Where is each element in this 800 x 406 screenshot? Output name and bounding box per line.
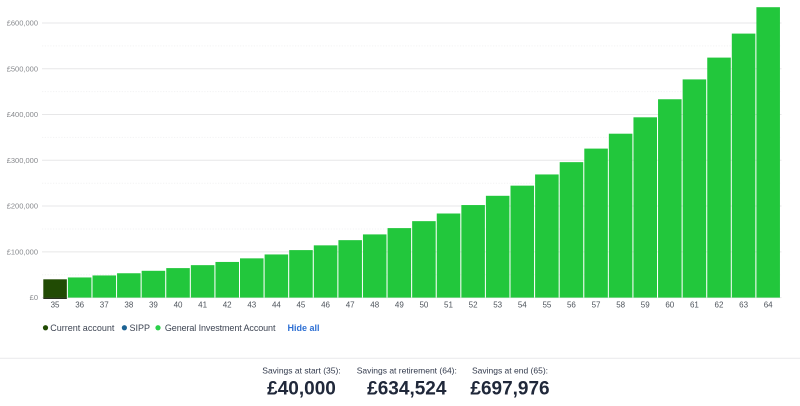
svg-text:45: 45 bbox=[296, 301, 305, 310]
svg-text:Savings at start (35):: Savings at start (35): bbox=[262, 365, 340, 375]
svg-text:£400,000: £400,000 bbox=[7, 110, 38, 119]
svg-text:Savings at end (65):: Savings at end (65): bbox=[472, 365, 548, 375]
svg-text:51: 51 bbox=[444, 301, 453, 310]
svg-text:52: 52 bbox=[469, 301, 478, 310]
svg-text:48: 48 bbox=[370, 301, 379, 310]
svg-text:38: 38 bbox=[124, 301, 133, 310]
svg-text:£300,000: £300,000 bbox=[7, 156, 38, 165]
svg-text:£0: £0 bbox=[30, 293, 38, 302]
svg-text:37: 37 bbox=[100, 301, 109, 310]
svg-text:54: 54 bbox=[518, 301, 527, 310]
svg-text:40: 40 bbox=[174, 301, 183, 310]
svg-text:General Investment Account: General Investment Account bbox=[165, 323, 276, 333]
svg-text:58: 58 bbox=[616, 301, 625, 310]
svg-text:36: 36 bbox=[75, 301, 84, 310]
svg-text:Savings at retirement (64):: Savings at retirement (64): bbox=[357, 365, 457, 375]
svg-text:62: 62 bbox=[715, 301, 724, 310]
svg-text:64: 64 bbox=[764, 301, 773, 310]
svg-text:55: 55 bbox=[542, 301, 551, 310]
svg-text:41: 41 bbox=[198, 301, 207, 310]
svg-text:44: 44 bbox=[272, 301, 281, 310]
svg-text:50: 50 bbox=[419, 301, 428, 310]
svg-text:£200,000: £200,000 bbox=[7, 202, 38, 211]
svg-text:60: 60 bbox=[665, 301, 674, 310]
svg-text:61: 61 bbox=[690, 301, 699, 310]
svg-text:£600,000: £600,000 bbox=[7, 19, 38, 28]
svg-text:59: 59 bbox=[641, 301, 650, 310]
svg-text:63: 63 bbox=[739, 301, 748, 310]
svg-text:47: 47 bbox=[346, 301, 355, 310]
svg-text:£500,000: £500,000 bbox=[7, 64, 38, 73]
svg-text:56: 56 bbox=[567, 301, 576, 310]
svg-text:46: 46 bbox=[321, 301, 330, 310]
svg-text:£697,976: £697,976 bbox=[470, 379, 549, 400]
svg-text:35: 35 bbox=[51, 301, 60, 310]
svg-text:43: 43 bbox=[247, 301, 256, 310]
svg-text:Current account: Current account bbox=[50, 323, 115, 333]
svg-text:£40,000: £40,000 bbox=[267, 379, 336, 400]
svg-text:42: 42 bbox=[223, 301, 232, 310]
svg-text:57: 57 bbox=[592, 301, 601, 310]
svg-text:Hide all: Hide all bbox=[288, 323, 320, 333]
svg-text:SIPP: SIPP bbox=[130, 323, 151, 333]
svg-text:53: 53 bbox=[493, 301, 502, 310]
svg-text:49: 49 bbox=[395, 301, 404, 310]
svg-text:£100,000: £100,000 bbox=[7, 247, 38, 256]
svg-text:39: 39 bbox=[149, 301, 158, 310]
svg-text:£634,524: £634,524 bbox=[367, 379, 447, 400]
